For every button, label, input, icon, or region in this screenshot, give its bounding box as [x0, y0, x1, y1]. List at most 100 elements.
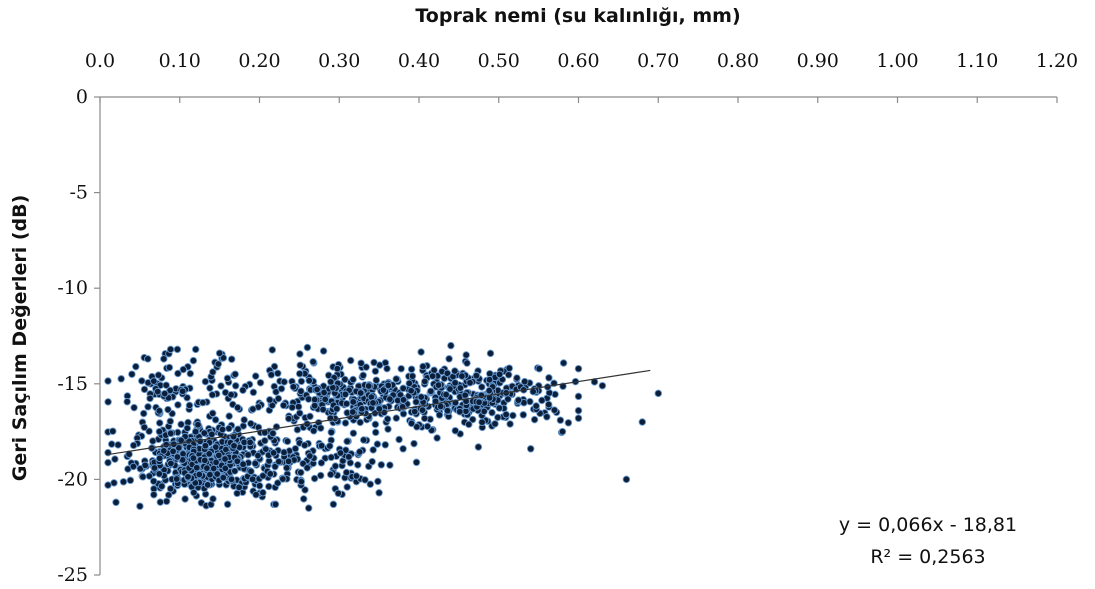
y-tick-label: -15	[57, 373, 88, 395]
data-point	[283, 437, 292, 446]
data-point	[349, 375, 357, 384]
data-point	[506, 420, 514, 428]
data-point	[310, 474, 319, 483]
data-point	[371, 367, 380, 375]
data-point	[435, 411, 444, 419]
data-point	[219, 473, 228, 482]
y-tick-label: -20	[57, 468, 88, 490]
data-point	[407, 419, 416, 428]
data-point	[327, 453, 335, 462]
data-point	[138, 377, 146, 385]
data-point	[327, 428, 336, 437]
data-point	[399, 396, 408, 404]
data-point	[346, 459, 355, 467]
data-point	[123, 397, 131, 406]
data-point	[341, 390, 350, 399]
data-point	[218, 425, 227, 434]
data-point	[221, 464, 230, 473]
trendline	[107, 369, 651, 456]
data-point	[296, 350, 304, 358]
data-point	[209, 495, 217, 503]
data-point	[443, 369, 452, 378]
data-point	[356, 389, 365, 397]
data-point	[259, 472, 267, 480]
data-point	[564, 419, 573, 427]
data-point	[132, 362, 140, 371]
data-point	[141, 461, 149, 470]
data-point	[109, 427, 117, 435]
data-point	[321, 395, 329, 404]
x-tick-label: 0.10	[159, 50, 201, 72]
data-point	[104, 458, 112, 467]
data-point	[300, 441, 309, 449]
data-point	[233, 403, 242, 412]
data-point	[231, 467, 239, 475]
data-point	[357, 359, 365, 367]
data-point	[358, 405, 366, 413]
data-point	[574, 414, 583, 422]
data-point	[296, 361, 304, 369]
data-point	[211, 443, 220, 451]
data-point	[375, 489, 383, 497]
data-point	[544, 400, 553, 409]
data-point	[247, 467, 255, 476]
data-point	[361, 476, 369, 484]
data-point	[362, 363, 370, 371]
data-point	[526, 397, 534, 406]
data-point	[310, 401, 319, 410]
data-point	[305, 376, 313, 385]
data-point	[442, 390, 450, 399]
data-point	[273, 479, 282, 487]
data-point	[184, 473, 192, 481]
data-point	[502, 410, 510, 419]
x-tick-label: 0.60	[557, 50, 599, 72]
data-point	[297, 477, 306, 486]
data-point	[177, 420, 185, 429]
data-point	[373, 440, 382, 448]
data-point	[271, 500, 280, 509]
data-point	[231, 382, 240, 390]
data-point	[370, 358, 378, 367]
data-point	[239, 386, 247, 394]
data-point	[494, 413, 502, 422]
data-point	[166, 429, 175, 438]
data-point	[447, 341, 455, 350]
data-point	[379, 386, 388, 394]
data-point	[272, 388, 280, 396]
data-point	[140, 385, 149, 394]
data-point	[213, 470, 221, 478]
data-point	[252, 490, 260, 499]
data-point	[420, 414, 429, 423]
data-point	[355, 448, 364, 456]
data-point	[532, 402, 540, 410]
data-point	[186, 369, 195, 378]
data-point	[443, 406, 452, 415]
x-tick-label: 0.70	[637, 50, 679, 72]
data-point	[112, 498, 120, 507]
data-point	[128, 370, 136, 378]
data-point	[208, 430, 216, 439]
data-point	[166, 417, 175, 426]
data-point	[319, 405, 327, 414]
data-point	[345, 453, 353, 461]
data-point	[375, 405, 384, 413]
data-point	[209, 368, 217, 376]
data-point	[146, 394, 154, 403]
data-point	[203, 464, 211, 472]
data-point	[246, 438, 254, 447]
data-point	[303, 343, 312, 352]
data-point	[208, 409, 217, 418]
data-point	[466, 378, 474, 387]
data-point	[271, 462, 279, 471]
data-point	[189, 356, 198, 365]
data-point	[269, 429, 277, 438]
data-point	[274, 394, 283, 403]
data-point	[223, 500, 232, 509]
data-point	[329, 500, 338, 509]
x-tick-label: 0.90	[797, 50, 839, 72]
data-point	[117, 375, 125, 383]
trendline-equation: y = 0,066x - 18,81	[839, 514, 1017, 536]
data-point	[514, 396, 523, 404]
data-point	[244, 451, 252, 459]
data-point	[574, 364, 583, 373]
